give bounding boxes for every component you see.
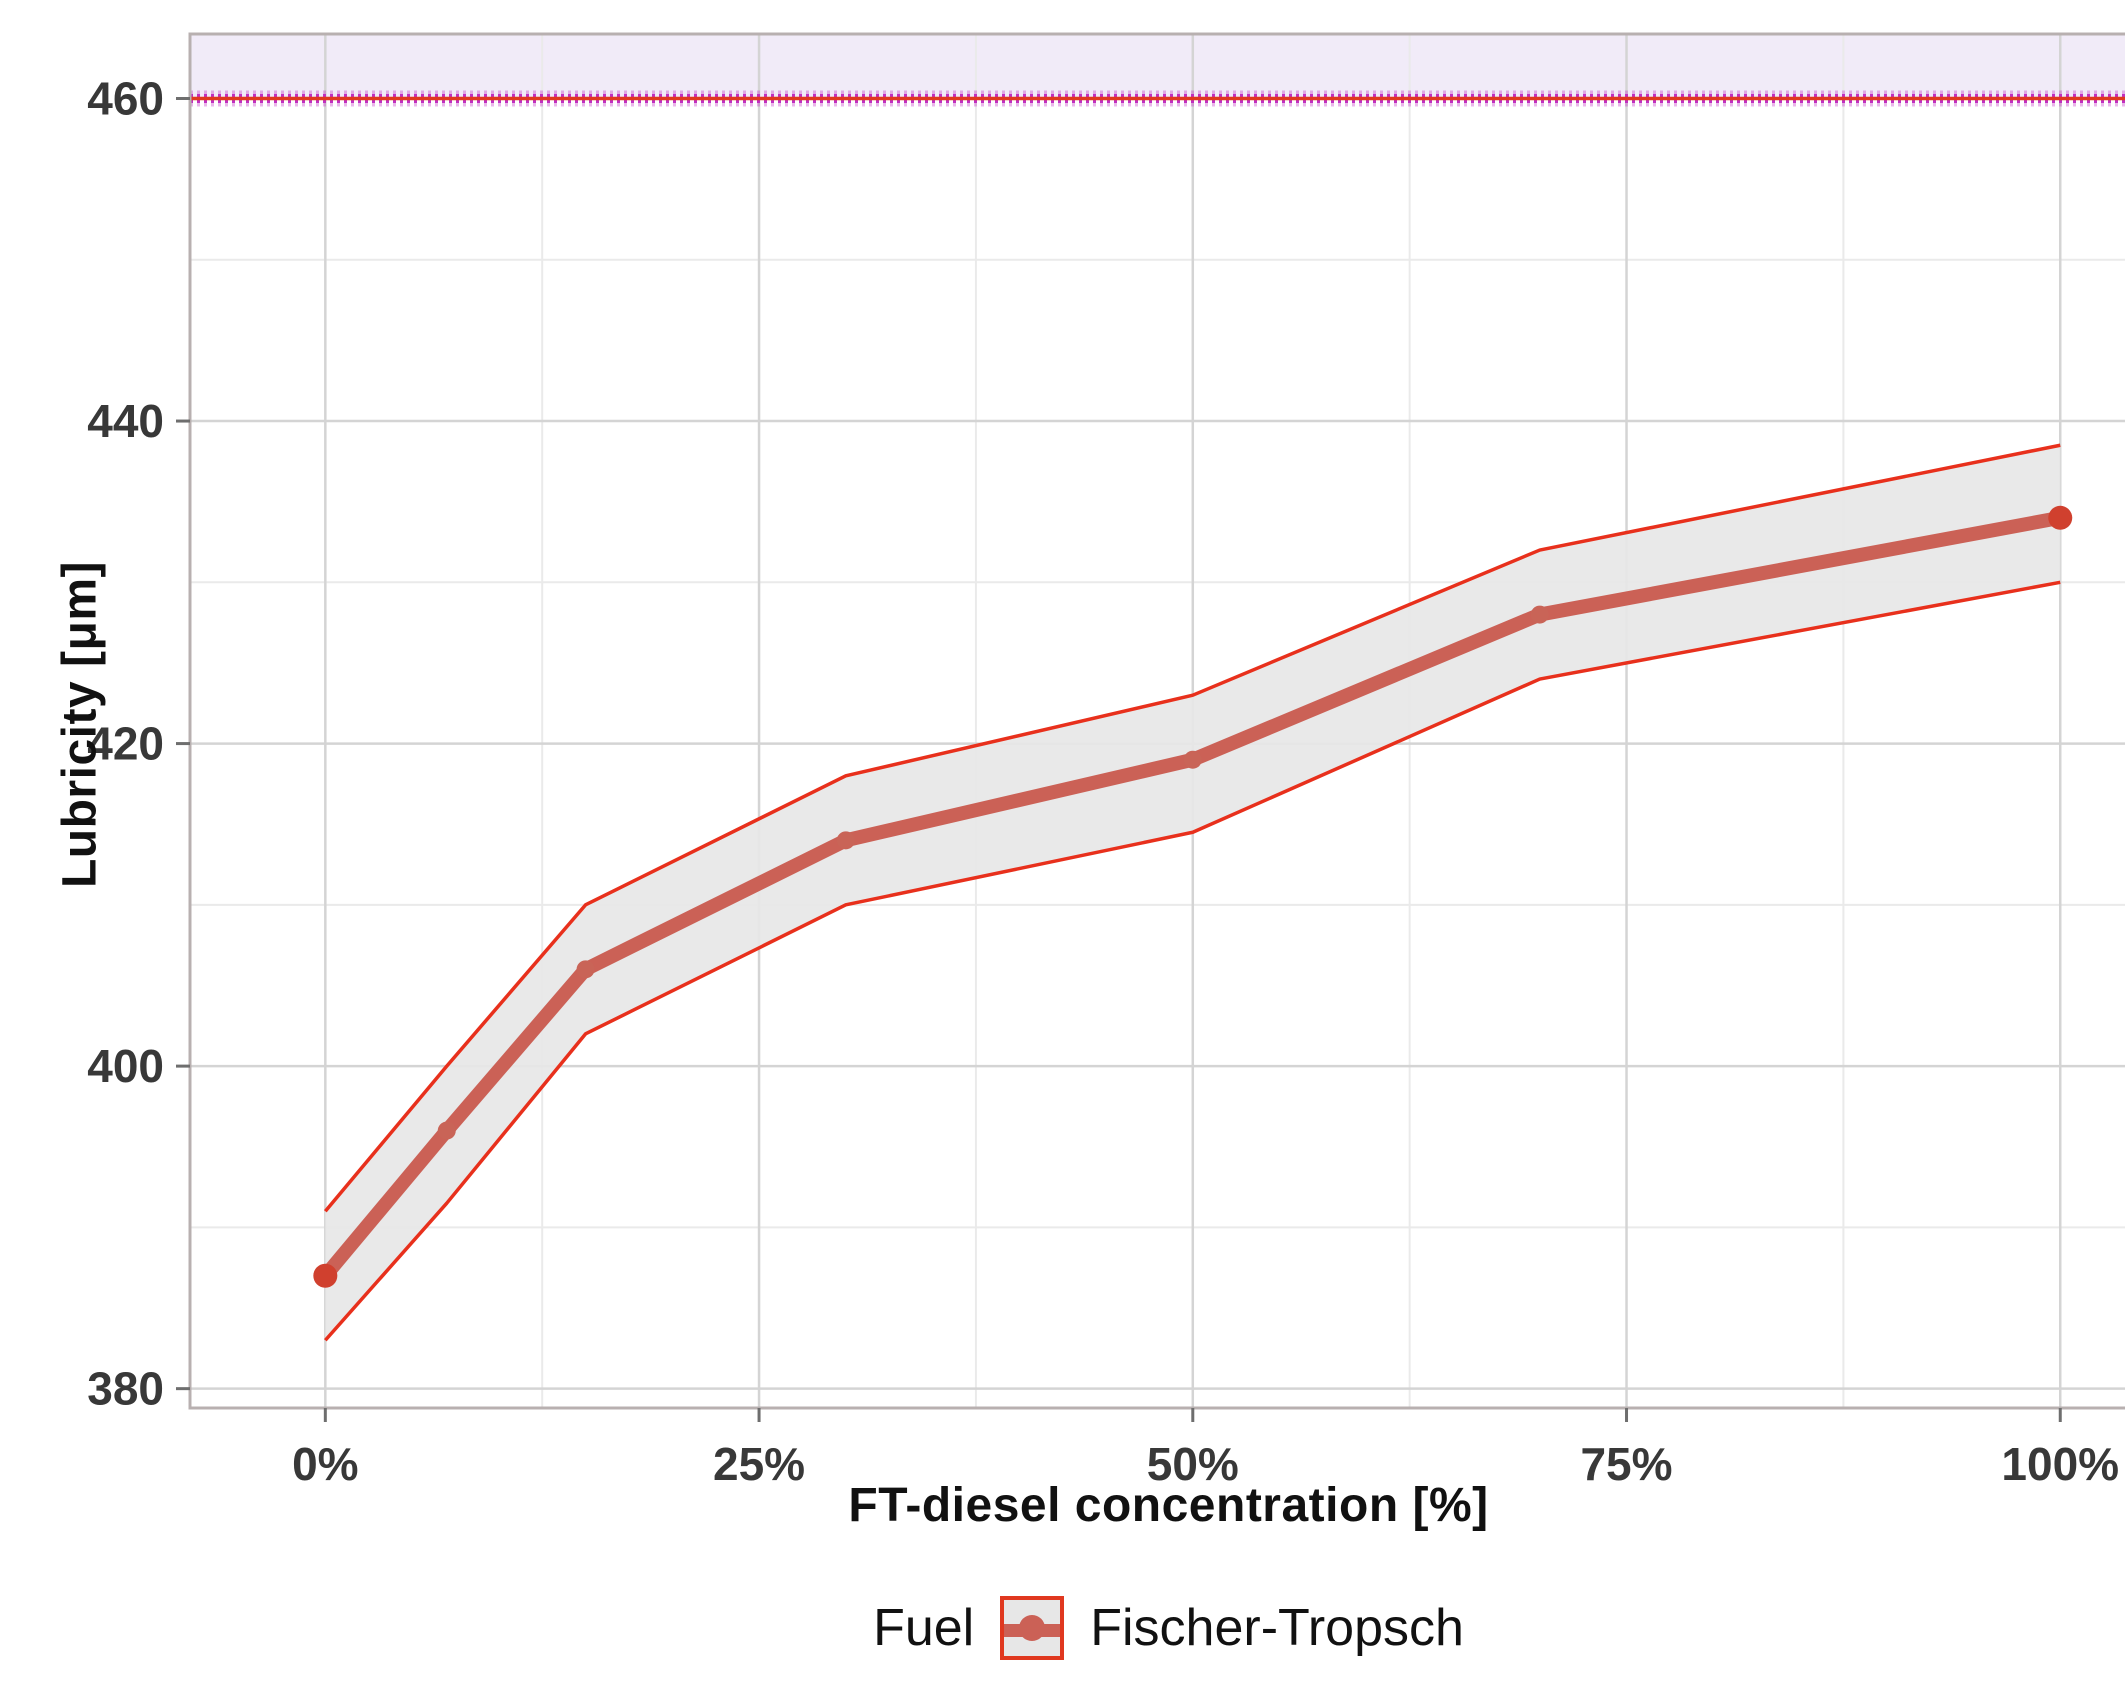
data-point (1183, 750, 1202, 769)
legend-entry-label: Fischer-Tropsch (1090, 1599, 1464, 1657)
legend: Fuel Fischer-Tropsch (190, 1596, 2125, 1660)
limit-region (190, 34, 2125, 99)
lubricity-vs-ft-diesel-chart: 380 400 420 440 460 0% 25% 50% 75% 100% Lubricity… (40, 16, 2125, 1686)
y-tick-label: 400 (87, 1040, 164, 1092)
y-axis-title: Lubricity [μm] (53, 560, 107, 889)
data-point (437, 1121, 456, 1140)
confidence-band (325, 445, 2061, 1341)
y-tick-label: 420 (87, 718, 164, 770)
x-tick-label: 75% (1580, 1438, 1672, 1490)
x-tick-label: 50% (1147, 1438, 1239, 1490)
x-tick-label: 25% (713, 1438, 805, 1490)
y-tick-label: 440 (87, 395, 164, 447)
confidence-band-lower-edge (324, 580, 2061, 1342)
confidence-band-upper-edge (323, 443, 2061, 1213)
data-point (2048, 505, 2073, 530)
legend-title: Fuel (873, 1599, 975, 1657)
y-tick-label: 380 (87, 1363, 164, 1415)
panel-border (188, 32, 2125, 1410)
y-tick-label: 460 (87, 73, 164, 125)
data-point (1530, 605, 1549, 624)
data-point (836, 831, 855, 850)
data-point (313, 1263, 338, 1288)
x-tick-label: 100% (2001, 1438, 2119, 1490)
x-axis-title: FT-diesel concentration [%] (848, 1479, 1489, 1532)
legend-key-ribbon-icon (1000, 1596, 1065, 1660)
legend-key-point (1019, 1615, 1046, 1641)
chart-canvas: 380 400 420 440 460 0% 25% 50% 75% 100% (87, 32, 2125, 1490)
data-point (576, 960, 595, 979)
x-tick-label: 0% (292, 1438, 358, 1490)
